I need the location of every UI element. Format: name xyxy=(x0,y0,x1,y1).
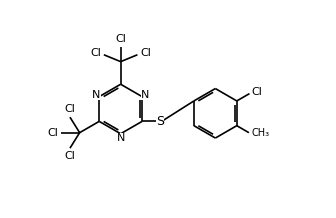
Text: N: N xyxy=(117,133,125,143)
Text: Cl: Cl xyxy=(252,87,262,97)
Text: Cl: Cl xyxy=(65,151,75,161)
Text: Cl: Cl xyxy=(65,104,75,114)
Text: Cl: Cl xyxy=(140,48,151,58)
Text: Cl: Cl xyxy=(115,34,126,44)
Text: CH₃: CH₃ xyxy=(252,128,270,138)
Text: N: N xyxy=(141,90,149,100)
Text: S: S xyxy=(156,115,164,128)
Text: Cl: Cl xyxy=(47,128,58,138)
Text: Cl: Cl xyxy=(90,48,101,58)
Text: N: N xyxy=(92,90,100,100)
